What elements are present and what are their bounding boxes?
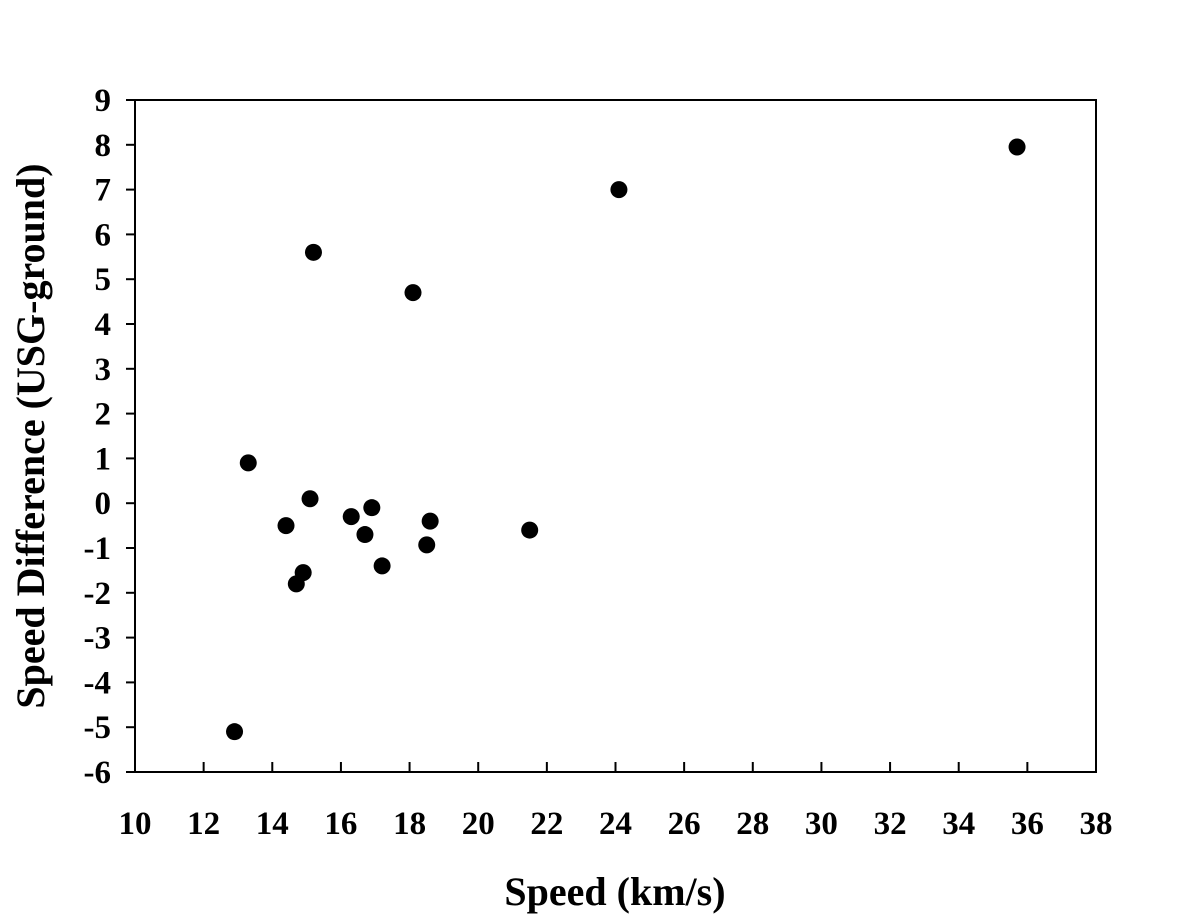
data-point xyxy=(277,517,295,535)
x-axis: 10 12 14 16 18 20 22 24 26 28 30 32 34 36 38 xyxy=(119,762,1113,842)
x-tick-label: 30 xyxy=(805,806,838,842)
y-tick-label: 4 xyxy=(95,307,112,343)
data-point xyxy=(356,526,374,544)
data-point xyxy=(521,521,539,539)
x-tick-label: 28 xyxy=(736,806,769,842)
y-axis-title: Speed Difference (USG-ground) xyxy=(8,163,53,708)
y-tick-label: 0 xyxy=(95,486,112,522)
data-point xyxy=(421,512,439,530)
x-tick-label: 26 xyxy=(668,806,701,842)
data-point xyxy=(418,536,436,554)
x-tick-label: 36 xyxy=(1011,806,1044,842)
data-point xyxy=(226,723,244,741)
y-tick-label: 8 xyxy=(95,128,112,164)
data-points xyxy=(226,138,1026,741)
x-tick-label: 14 xyxy=(256,806,289,842)
y-tick-label: 5 xyxy=(95,262,112,298)
x-tick-label: 24 xyxy=(599,806,632,842)
data-point xyxy=(294,564,312,582)
x-axis-title: Speed (km/s) xyxy=(504,869,725,914)
y-tick-label: -2 xyxy=(84,576,112,612)
y-tick-label: 1 xyxy=(95,441,112,477)
y-tick-label: 3 xyxy=(95,352,112,388)
x-tick-label: 32 xyxy=(874,806,907,842)
data-point xyxy=(610,181,628,199)
y-tick-label: -4 xyxy=(84,665,112,701)
x-tick-label: 10 xyxy=(119,806,152,842)
y-tick-label: -1 xyxy=(84,531,112,567)
data-point xyxy=(404,284,422,302)
data-point xyxy=(363,499,381,517)
data-point xyxy=(1008,138,1026,156)
data-point xyxy=(373,557,391,575)
x-tick-label: 22 xyxy=(530,806,563,842)
y-tick-label: 6 xyxy=(95,217,112,253)
x-tick-label: 16 xyxy=(324,806,357,842)
data-point xyxy=(239,454,257,472)
plot-frame xyxy=(134,99,1097,773)
x-tick-label: 12 xyxy=(187,806,220,842)
data-point xyxy=(301,490,319,508)
x-tick-label: 18 xyxy=(393,806,426,842)
y-tick-label: -3 xyxy=(84,621,112,657)
x-tick-label: 34 xyxy=(942,806,975,842)
y-tick-label: 7 xyxy=(95,173,112,209)
y-tick-label: 9 xyxy=(95,83,112,119)
data-point xyxy=(342,508,360,526)
x-tick-label: 20 xyxy=(462,806,495,842)
y-tick-label: -6 xyxy=(84,755,112,791)
y-axis: -6 -5 -4 -3 -2 -1 0 1 2 3 4 5 6 7 8 9 xyxy=(84,83,135,791)
y-tick-label: -5 xyxy=(84,710,112,746)
data-point xyxy=(304,243,322,261)
x-tick-label: 38 xyxy=(1080,806,1113,842)
y-tick-label: 2 xyxy=(95,397,112,433)
